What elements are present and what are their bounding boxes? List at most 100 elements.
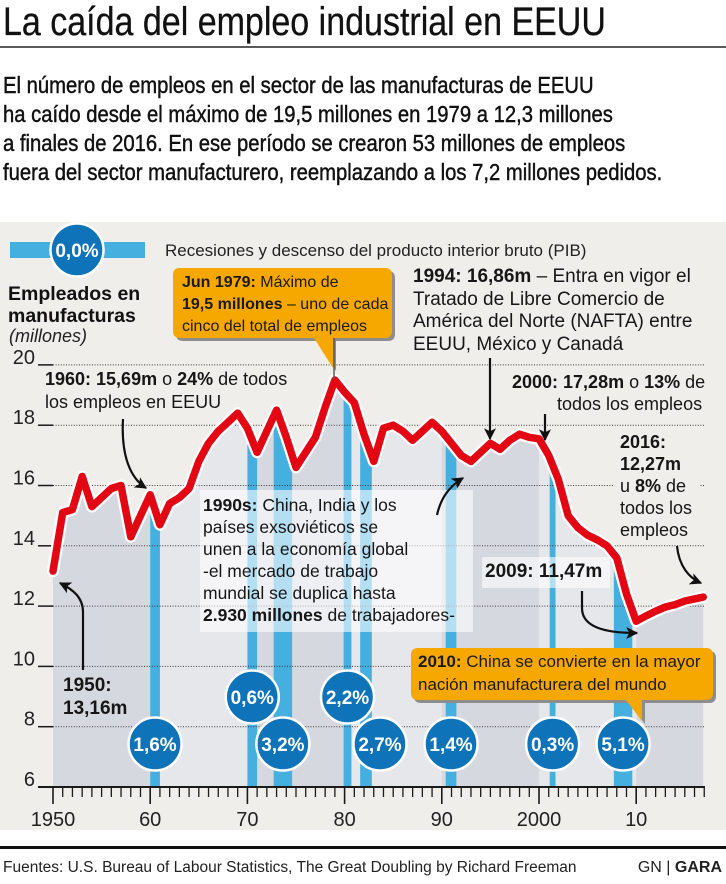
gdp-decline-circle	[319, 669, 376, 725]
gdp-decline-circle	[224, 669, 281, 725]
y-tick-label: 16	[13, 468, 35, 490]
annotation-bold: 24%	[177, 369, 214, 389]
gdp-decline-circle	[595, 716, 651, 772]
annotation-text: – uno de cada	[282, 296, 389, 313]
y-tick-label: 6	[24, 769, 35, 791]
publisher-credit: GN | GARA	[638, 858, 722, 878]
annotation-line: 12,27m	[620, 453, 692, 475]
x-tick-label: 2000	[517, 809, 562, 831]
gdp-decline-circle	[127, 716, 183, 772]
gdp-decline-circle	[255, 716, 311, 772]
intro-line: El número de empleos en el sector de las…	[3, 71, 594, 98]
gdp-decline-label: 0,3%	[531, 735, 574, 756]
gdp-decline-badge: 1,6%	[127, 716, 183, 772]
x-tick-label: 70	[236, 809, 258, 831]
annotation-line: unen a la economía global	[203, 539, 409, 559]
x-tick-label: 1950	[31, 809, 76, 831]
gdp-decline-label: 3,2%	[261, 735, 304, 756]
annotation-bold: 12,27m	[620, 454, 682, 474]
annotation-line: países exsoviéticos se	[203, 517, 379, 537]
annotation-2016: 2016: 12,27m u 8% de todos los empleos	[620, 431, 692, 541]
annotation-line: 2016:	[620, 431, 692, 453]
annotation-bold: 2000: 17,28m	[512, 372, 625, 392]
annotation-1950: 1950: 13,16m	[63, 674, 127, 720]
credit-prefix: GN |	[637, 859, 675, 876]
annotation-text: de trabajadores-	[322, 605, 455, 625]
gdp-decline-circle	[352, 716, 408, 772]
annotation-line: 2010: China se convierte en la mayor	[418, 650, 701, 673]
annotation-2009: 2009: 11,47m	[485, 561, 603, 582]
arrow-1990s	[435, 477, 465, 516]
annotation-text: de	[661, 476, 687, 496]
annotation-line: 2.930 millones de trabajadores-	[203, 604, 455, 626]
annotation-bold: 2.930 millones	[203, 605, 323, 625]
recession-bar	[150, 380, 160, 787]
annotation-line: América del Norte (NAFTA) entre	[413, 311, 693, 333]
gdp-decline-badge: 0,3%	[524, 716, 581, 772]
y-axis-title: Empleados en manufacturas	[8, 283, 141, 327]
annotation-line: 19,5 millones – uno de cada	[182, 294, 388, 316]
x-axis: 1950 60 70 80 90 2000 10	[31, 787, 705, 831]
annotation-line: 1960: 15,69m o 24% de todos	[45, 368, 287, 391]
y-tick-label: 18	[13, 407, 35, 429]
annotation-text: Máximo de	[255, 274, 339, 291]
annotation-line: los empleos en EEUU	[45, 392, 222, 412]
gdp-decline-badge: 3,2%	[255, 716, 311, 772]
annotation-text: de todos	[213, 369, 288, 389]
annotation-text: o	[157, 369, 178, 389]
y-tick-label: 12	[13, 588, 35, 610]
y-tick-label: 10	[13, 648, 35, 670]
annotation-text: de	[680, 372, 706, 392]
intro-line: fuera del sector manufacturero, reemplaz…	[3, 158, 663, 185]
sources-note: Fuentes: U.S. Bureau of Labour Statistic…	[3, 859, 577, 876]
gdp-decline-badge: 0,6%	[224, 669, 281, 725]
x-tick-label: 90	[431, 809, 453, 831]
gdp-decline-badges: 1,6% 0,6% 3,2% 2,2% 2,7% 1,4% 0,3% 5,1%	[127, 669, 651, 772]
gdp-decline-label: 0,6%	[231, 688, 274, 709]
annotation-2000-line2: todos los empleos	[557, 394, 703, 414]
arrow-2009	[580, 591, 639, 639]
legend-sample: 0,0%	[10, 222, 145, 278]
arrow-2016	[675, 545, 703, 585]
annotation-bold: Jun 1979:	[182, 274, 256, 291]
title-divider	[0, 46, 726, 48]
x-tick-label: 80	[333, 809, 355, 831]
gdp-decline-label: 2,2%	[326, 688, 369, 709]
annotation-bold: 8%	[635, 476, 662, 496]
annotation-bold: 19,5 millones	[182, 296, 283, 313]
annotation-bold: 1994: 16,86m	[413, 266, 532, 287]
annotation-line: 13,16m	[63, 698, 128, 719]
annotation-text: – Entra en vigor el	[531, 266, 691, 287]
y-tick-label: 8	[24, 709, 35, 731]
y-axis-unit: (millones)	[9, 326, 88, 346]
annotation-text: China se convierte en la mayor	[461, 652, 701, 671]
annotation-bold: 2010:	[418, 652, 462, 671]
annotation-text: o	[624, 372, 645, 392]
annotation-line: u 8% de	[620, 475, 692, 497]
y-tick-label: 20	[13, 347, 35, 369]
y-axis-title-line: Empleados en	[8, 283, 141, 305]
annotation-bold: 2016:	[620, 432, 667, 452]
legend-badge-label: 0,0%	[55, 241, 98, 262]
gdp-decline-label: 1,6%	[133, 735, 176, 756]
annotation-line: empleos	[620, 520, 689, 540]
gdp-decline-badge: 1,4%	[423, 716, 479, 772]
gdp-decline-circle	[524, 716, 581, 772]
gdp-decline-label: 2,7%	[358, 735, 401, 756]
callout-box	[173, 268, 392, 368]
y-axis-title-line: manufacturas	[8, 304, 136, 327]
annotation-2016-box	[614, 430, 700, 541]
intro-line: a finales de 2016. En ese período se cre…	[3, 129, 626, 156]
arrow-1950	[58, 582, 85, 670]
annotation-1990s: 1990s: China, India y los países exsovié…	[203, 494, 455, 626]
employment-line	[49, 376, 708, 625]
annotation-line: Tratado de Libre Comercio de	[413, 288, 665, 310]
gdp-decline-badge: 5,1%	[595, 716, 651, 772]
annotation-1994: 1994: 16,86m – Entra en vigor el Tratado…	[413, 266, 692, 357]
annotation-line: 1990s: China, India y los	[203, 494, 455, 516]
annotation-line: 1950:	[63, 675, 112, 696]
annotation-line: EEUU, México y Canadá	[413, 334, 624, 356]
annotation-2000: 2000: 17,28m o 13% de	[512, 371, 705, 393]
x-tick-label: 60	[139, 809, 161, 831]
